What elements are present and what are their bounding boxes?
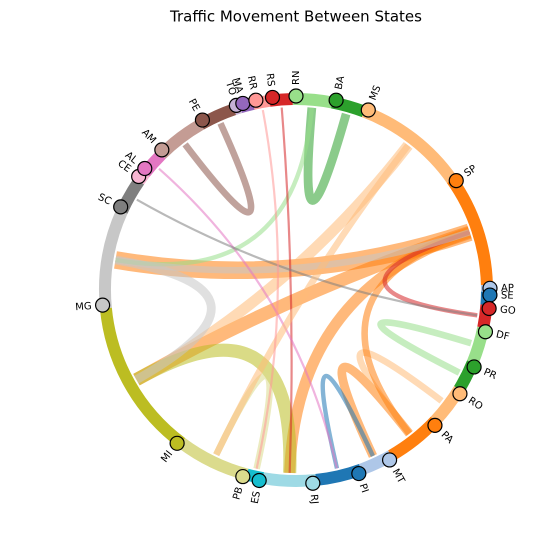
- ribbon: [182, 121, 255, 216]
- node-label: RN: [291, 71, 302, 85]
- node-label: RJ: [308, 494, 320, 505]
- node: [264, 89, 281, 106]
- node-label: PR: [482, 367, 498, 382]
- node-label: TO: [223, 79, 238, 97]
- node: [154, 142, 170, 158]
- node: [448, 173, 464, 189]
- node: [452, 386, 468, 402]
- node: [137, 160, 153, 177]
- arc: [178, 438, 249, 481]
- node-label: ES: [250, 490, 263, 505]
- node-label: RR: [245, 75, 259, 91]
- node: [113, 199, 129, 215]
- ribbon: [320, 373, 375, 469]
- arc: [446, 176, 493, 286]
- node-label: MI: [159, 449, 175, 465]
- node-label: SC: [96, 192, 113, 208]
- node-label: BA: [333, 75, 347, 91]
- ribbon: [303, 107, 351, 205]
- ribbon: [133, 343, 297, 474]
- node-label: PA: [439, 429, 456, 446]
- node-label: RO: [466, 395, 485, 412]
- ribbon: [158, 167, 339, 469]
- node-label: SP: [463, 163, 479, 179]
- node: [288, 88, 304, 104]
- node: [235, 95, 251, 112]
- ribbon: [280, 107, 293, 473]
- node-label: MG: [75, 301, 92, 313]
- node: [466, 359, 482, 375]
- arc: [361, 105, 457, 184]
- node: [251, 472, 267, 489]
- ribbons: [114, 107, 478, 474]
- node-label: MT: [390, 467, 407, 486]
- node-label: AP: [501, 283, 514, 294]
- node: [481, 300, 497, 317]
- node: [194, 112, 211, 128]
- ribbon: [377, 319, 473, 376]
- node-label: PE: [186, 97, 202, 113]
- node: [305, 475, 321, 491]
- node-label: DF: [495, 329, 511, 343]
- node-label: MS: [368, 84, 384, 102]
- ribbon: [213, 143, 411, 457]
- node: [427, 417, 443, 433]
- node: [351, 465, 367, 482]
- node: [360, 102, 376, 118]
- node-label: RS: [264, 73, 277, 88]
- node: [235, 468, 251, 485]
- ribbon: [213, 372, 273, 470]
- node-label: PI: [357, 482, 370, 494]
- node: [94, 297, 111, 313]
- node-label: AM: [139, 127, 158, 146]
- chart-title: Traffic Movement Between States: [169, 8, 422, 26]
- node: [248, 92, 264, 108]
- ribbon: [114, 229, 471, 274]
- node: [328, 92, 344, 108]
- node: [482, 287, 498, 303]
- ribbon: [255, 109, 280, 469]
- node-label: GO: [499, 305, 516, 317]
- node: [381, 452, 398, 468]
- ribbon: [136, 198, 478, 317]
- node-label: MA: [230, 77, 245, 95]
- node: [169, 435, 185, 451]
- node-label: SE: [501, 290, 514, 301]
- node: [477, 324, 494, 340]
- ribbon: [114, 255, 216, 384]
- arc: [99, 307, 186, 448]
- node-label: PB: [231, 486, 245, 502]
